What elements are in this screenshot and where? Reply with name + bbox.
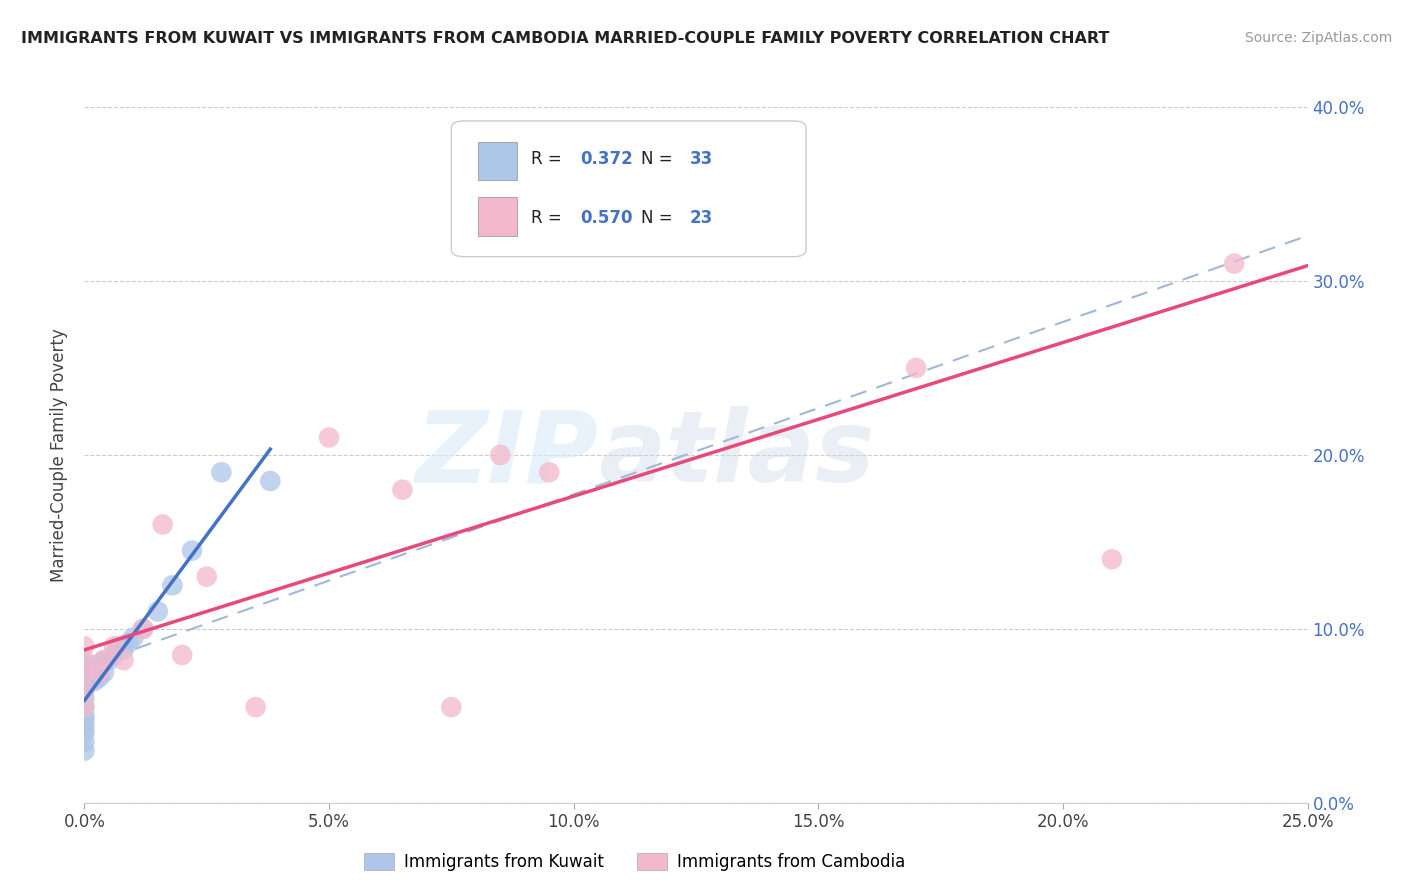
Point [73, 717, 96, 731]
Point [132, 622, 155, 636]
Point [73, 657, 96, 671]
Point [73, 691, 96, 706]
Point [103, 639, 125, 653]
Point [209, 466, 232, 480]
Point [391, 483, 413, 497]
Point [112, 653, 135, 667]
Point [73, 708, 96, 723]
Point [107, 639, 129, 653]
Point [117, 636, 139, 650]
Text: atlas: atlas [598, 407, 875, 503]
Text: ZIP: ZIP [415, 407, 598, 503]
Point [112, 642, 135, 657]
Point [538, 466, 561, 480]
Point [73, 712, 96, 726]
Point [152, 517, 174, 532]
Point [318, 431, 340, 445]
Text: 23: 23 [690, 210, 713, 227]
Point [73, 660, 96, 674]
Point [87, 657, 110, 671]
Point [259, 474, 281, 488]
Point [245, 700, 267, 714]
Point [93, 665, 115, 680]
Point [73, 682, 96, 697]
Point [73, 744, 96, 758]
Point [73, 639, 96, 653]
Point [73, 665, 96, 680]
Point [83, 665, 105, 680]
Text: Source: ZipAtlas.com: Source: ZipAtlas.com [1244, 31, 1392, 45]
Point [93, 653, 115, 667]
Point [709, 169, 731, 184]
Point [172, 648, 194, 662]
FancyBboxPatch shape [451, 121, 806, 257]
Text: N =: N = [641, 210, 678, 227]
Point [132, 622, 155, 636]
Point [195, 570, 218, 584]
Point [440, 700, 463, 714]
Point [73, 682, 96, 697]
Point [73, 653, 96, 667]
Text: 0.570: 0.570 [579, 210, 633, 227]
Text: 0.372: 0.372 [579, 150, 633, 169]
Text: IMMIGRANTS FROM KUWAIT VS IMMIGRANTS FROM CAMBODIA MARRIED-COUPLE FAMILY POVERTY: IMMIGRANTS FROM KUWAIT VS IMMIGRANTS FRO… [21, 31, 1109, 46]
Text: 33: 33 [690, 150, 713, 169]
Point [73, 674, 96, 689]
Point [103, 648, 125, 662]
Point [97, 653, 120, 667]
Text: R =: R = [531, 150, 567, 169]
Point [93, 653, 115, 667]
Point [181, 543, 204, 558]
Text: N =: N = [641, 150, 678, 169]
Point [1223, 256, 1246, 270]
FancyBboxPatch shape [478, 142, 517, 180]
Point [87, 671, 110, 685]
Point [73, 726, 96, 740]
Point [162, 578, 184, 592]
Legend: Immigrants from Kuwait, Immigrants from Cambodia: Immigrants from Kuwait, Immigrants from … [357, 847, 912, 878]
Point [73, 700, 96, 714]
Point [73, 665, 96, 680]
Y-axis label: Married-Couple Family Poverty: Married-Couple Family Poverty [51, 328, 69, 582]
Point [1101, 552, 1123, 566]
Point [73, 671, 96, 685]
Point [122, 631, 145, 645]
Point [905, 360, 928, 375]
Point [489, 448, 512, 462]
Point [146, 605, 169, 619]
Text: R =: R = [531, 210, 567, 227]
FancyBboxPatch shape [478, 197, 517, 235]
Point [73, 700, 96, 714]
Point [73, 723, 96, 737]
Point [83, 674, 105, 689]
Point [87, 665, 110, 680]
Point [73, 735, 96, 749]
